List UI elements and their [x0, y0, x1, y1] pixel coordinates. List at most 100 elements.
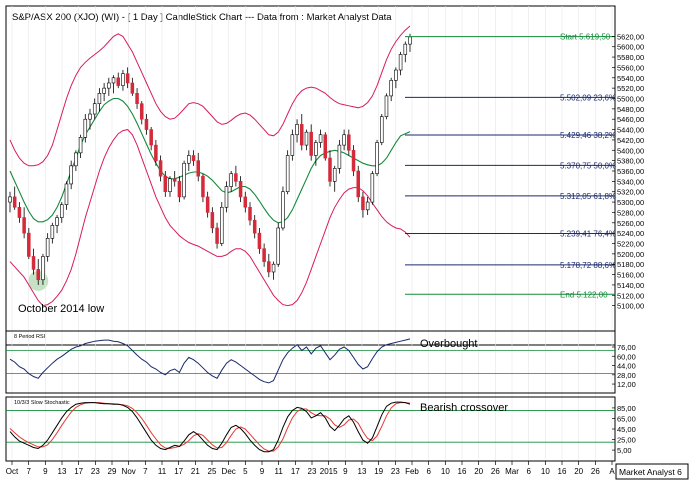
- candle-down: [248, 206, 252, 221]
- candle-down: [351, 149, 356, 172]
- price-y-tick-label: 5240,00: [617, 229, 644, 238]
- candle-up: [182, 162, 186, 198]
- price-y-tick-label: 5100,00: [617, 302, 644, 311]
- price-y-tick-label: 5360,00: [617, 167, 644, 176]
- candle-up: [102, 87, 106, 94]
- price-y-tick-label: 5300,00: [617, 198, 644, 207]
- candle-up: [220, 206, 224, 244]
- candle-up: [45, 238, 50, 257]
- candle-up: [111, 77, 116, 84]
- chart-title: S&P/ASX 200 (XJO) (WI) - [ 1 Day ] Candl…: [12, 12, 392, 23]
- x-tick-label: 9: [260, 467, 265, 476]
- candle-up: [69, 165, 73, 185]
- candle-up: [88, 113, 92, 120]
- candle-down: [243, 196, 248, 208]
- x-tick-label: 7: [26, 467, 31, 476]
- candle-up: [365, 201, 370, 211]
- price-y-tick-label: 5220,00: [617, 240, 644, 249]
- candle-down: [323, 134, 328, 159]
- candle-up: [337, 144, 342, 169]
- corner-label-box: [615, 463, 689, 480]
- x-tick-label: Oct: [6, 467, 19, 476]
- candle-down: [238, 181, 243, 198]
- x-tick-label: 11: [275, 467, 284, 476]
- candle-up: [78, 137, 83, 154]
- x-tick-label: 9: [43, 467, 48, 476]
- price-y-tick-label: 5440,00: [617, 126, 644, 135]
- candle-up: [8, 196, 12, 203]
- x-tick-label: 19: [374, 467, 383, 476]
- price-panel: S&P/ASX 200 (XJO) (WI) - [ 1 Day ] Candl…: [5, 5, 644, 461]
- x-tick-label: 6: [426, 467, 431, 476]
- x-tick-label: 10: [541, 467, 550, 476]
- price-y-tick-label: 5180,00: [617, 260, 644, 269]
- price-y-tick-label: 5400,00: [617, 146, 644, 155]
- candle-up: [55, 217, 59, 226]
- candle-down: [257, 232, 262, 249]
- price-y-tick-label: 5280,00: [617, 208, 644, 217]
- candle-up: [389, 80, 393, 97]
- price-y-tick-label: 5380,00: [617, 157, 644, 166]
- x-tick-label: Nov: [122, 467, 136, 476]
- candle-up: [285, 155, 290, 193]
- candle-down: [149, 129, 153, 146]
- candle-up: [92, 103, 97, 115]
- candle-up: [332, 168, 337, 182]
- candle-up: [168, 178, 172, 193]
- candle-down: [328, 157, 332, 182]
- candle-down: [205, 196, 210, 213]
- candle-down: [267, 261, 271, 273]
- candle-up: [290, 134, 295, 156]
- candle-down: [210, 212, 215, 229]
- candle-up: [64, 183, 69, 205]
- candle-down: [17, 206, 22, 218]
- candle-up: [314, 142, 318, 156]
- price-y-tick-label: 5580,00: [617, 53, 644, 62]
- x-tick-label: 9: [343, 467, 348, 476]
- october-low-label: October 2014 low: [18, 303, 104, 315]
- candle-down: [215, 227, 219, 244]
- fib-level-label: 5.370,75 50,0%: [560, 161, 616, 170]
- candle-up: [97, 93, 102, 104]
- rsi-panel-frame: [5, 330, 616, 394]
- candle-up: [74, 152, 78, 167]
- fib-level-label: 5.312,05 61,8%: [560, 192, 616, 201]
- candle-down: [300, 124, 304, 146]
- rsi-line: [9, 338, 411, 384]
- x-tick-label: 2015: [320, 467, 338, 476]
- candle-down: [201, 175, 205, 198]
- x-axis: Oct 7 9 13 17 23 29 Nov 7 11 17 21 25 Dec 5 9 11 17 23 2015…: [6, 460, 689, 480]
- corner-label: Market Analyst 6: [619, 467, 682, 477]
- price-y-tick-label: 5320,00: [617, 188, 644, 197]
- fib-level-label: 5.239,41 76,4%: [560, 229, 616, 238]
- x-tick-label: Dec: [222, 467, 236, 476]
- candle-down: [12, 196, 17, 208]
- x-tick-label: 26: [591, 467, 600, 476]
- candle-down: [361, 196, 365, 211]
- candle-down: [144, 118, 149, 130]
- fib-level-label: 5.502,09 23,6%: [560, 93, 616, 102]
- candle-down: [262, 248, 266, 262]
- price-y-tick-label: 5480,00: [617, 105, 644, 114]
- x-tick-label: 11: [158, 467, 167, 476]
- candle-up: [50, 225, 55, 239]
- stochastic-panel-label: 10/3/3 Slow Stochastic: [14, 400, 70, 406]
- price-y-tick-label: 5540,00: [617, 74, 644, 83]
- price-y-tick-label: 5200,00: [617, 250, 644, 259]
- lower-bollinger-band: [9, 129, 411, 307]
- price-y-tick-label: 5520,00: [617, 84, 644, 93]
- fib-level-label: 5.429,46 38,2%: [560, 131, 616, 140]
- candle-down: [116, 77, 120, 86]
- fib-level-label: Start 5.619,50: [560, 33, 611, 42]
- price-y-tick-label: 5340,00: [617, 177, 644, 186]
- x-tick-label: 13: [358, 467, 367, 476]
- x-tick-label: 26: [491, 467, 500, 476]
- candle-up: [107, 82, 111, 89]
- x-tick-label: 5: [243, 467, 248, 476]
- candle-down: [22, 217, 26, 234]
- candle-up: [281, 191, 285, 229]
- upper-bollinger-band: [9, 25, 411, 167]
- candle-up: [304, 131, 309, 146]
